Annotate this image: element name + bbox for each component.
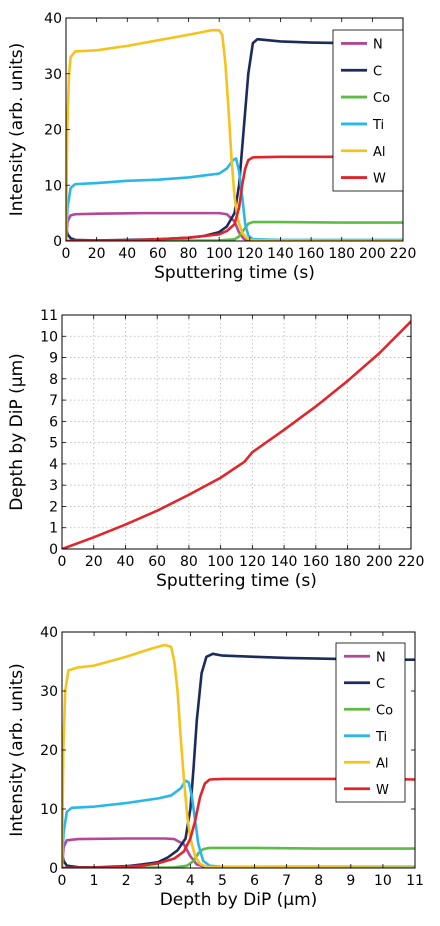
y-tick-label: 4 [49, 457, 58, 473]
y-tick-label: 1 [49, 521, 58, 537]
y-tick-label: 30 [44, 67, 62, 83]
x-tick-label: 5 [218, 873, 227, 889]
x-tick-label: 3 [154, 873, 163, 889]
y-tick-label: 20 [44, 123, 62, 139]
legend-box [332, 29, 404, 192]
plot-frame [61, 314, 412, 550]
y-tick-label: 11 [40, 308, 58, 324]
series-line-w [62, 777, 415, 868]
legend-box [335, 642, 406, 803]
x-tick-label: 120 [239, 554, 266, 570]
legend-label-ti: Ti [372, 118, 384, 133]
series-line-w [66, 155, 403, 241]
legend-label-n: N [376, 650, 386, 665]
y-tick-label: 8 [49, 372, 58, 388]
x-axis-label: Depth by DiP (µm) [160, 890, 318, 910]
x-tick-label: 160 [302, 554, 329, 570]
y-tick-label: 10 [44, 178, 62, 194]
x-tick-label: 80 [180, 554, 198, 570]
y-axis-label: Intensity (arb. units) [7, 43, 27, 216]
x-tick-label: 180 [328, 246, 355, 262]
x-tick-label: 120 [236, 246, 263, 262]
x-tick-label: 2 [122, 873, 131, 889]
y-tick-label: 5 [49, 436, 58, 452]
legend: NC Co Ti Al W [335, 642, 406, 803]
y-tick-label: 0 [53, 234, 62, 250]
series-group [62, 643, 415, 868]
y-axis-label: Depth by DiP (µm) [7, 353, 27, 511]
x-tick-label: 7 [282, 873, 291, 889]
x-tick-label: 100 [206, 246, 233, 262]
legend-label-w: W [376, 783, 389, 798]
y-tick-label: 3 [49, 478, 58, 494]
legend-label-al: Al [376, 756, 389, 771]
x-tick-label: 0 [62, 246, 71, 262]
legend-label-co: Co [376, 703, 393, 718]
y-tick-label: 0 [49, 861, 58, 877]
series-line-ti [66, 157, 403, 241]
x-tick-label: 160 [298, 246, 325, 262]
x-tick-label: 220 [390, 246, 417, 262]
x-tick-label: 140 [267, 246, 294, 262]
x-tick-label: 9 [346, 873, 355, 889]
x-tick-label: 220 [398, 554, 425, 570]
x-tick-label: 20 [85, 554, 103, 570]
legend-label-w: W [373, 172, 386, 187]
y-tick-label: 40 [44, 11, 62, 27]
x-tick-label: 200 [359, 246, 386, 262]
x-tick-label: 10 [374, 873, 392, 889]
x-tick-label: 60 [149, 246, 167, 262]
series-group [66, 28, 403, 241]
x-tick-label: 40 [117, 554, 135, 570]
y-tick-label: 2 [49, 499, 58, 515]
series-line-n [62, 837, 415, 868]
x-tick-label: 1 [90, 873, 99, 889]
y-tick-label: 10 [40, 802, 58, 818]
series-line-al [66, 28, 403, 241]
series-line-al [62, 643, 415, 868]
series-line-depth [62, 320, 411, 549]
series-line-co [62, 846, 415, 868]
x-axis-label: Sputtering time (s) [154, 263, 315, 283]
x-tick-label: 0 [58, 554, 67, 570]
x-tick-label: 6 [250, 873, 259, 889]
y-tick-label: 20 [40, 743, 58, 759]
legend: NC Co Ti Al W [332, 29, 404, 192]
legend-label-ti: Ti [375, 730, 387, 745]
x-tick-label: 4 [186, 873, 195, 889]
intensity-vs-time-chart: 0 20 40 60 80 100 120 140 160 180 200 220 0 10 20 30 40 S… [7, 11, 416, 283]
legend-label-co: Co [373, 91, 390, 106]
x-tick-label: 40 [118, 246, 136, 262]
legend-label-al: Al [373, 145, 386, 160]
x-tick-label: 200 [366, 554, 393, 570]
y-tick-label: 9 [49, 351, 58, 367]
x-tick-label: 60 [148, 554, 166, 570]
x-tick-label: 20 [88, 246, 106, 262]
x-tick-label: 180 [334, 554, 361, 570]
intensity-vs-depth-chart: 0 1 2 3 4 5 6 7 8 9 10 11 0 10 20 30 40 Depth by DiP (µm)… [7, 625, 424, 910]
legend-label-c: C [376, 677, 385, 692]
y-axis-label: Intensity (arb. units) [7, 663, 27, 836]
x-axis-label: Sputtering time (s) [156, 571, 317, 591]
y-tick-label: 30 [40, 684, 58, 700]
y-tick-label: 10 [40, 329, 58, 345]
depth-vs-time-chart: 0 20 40 60 80 100 120 140 160 180 200 220 0 1 2 3 4 5 6 7 8 9… [7, 308, 424, 591]
series-line-n [66, 211, 403, 241]
legend-label-n: N [373, 37, 383, 52]
x-tick-label: 8 [314, 873, 323, 889]
x-tick-label: 80 [180, 246, 198, 262]
y-tick-label: 40 [40, 625, 58, 641]
x-tick-label: 140 [271, 554, 298, 570]
x-tick-label: 100 [207, 554, 234, 570]
y-tick-label: 6 [49, 414, 58, 430]
y-tick-label: 0 [49, 542, 58, 558]
x-tick-label: 11 [406, 873, 424, 889]
series-group [62, 320, 411, 549]
y-tick-label: 7 [49, 393, 58, 409]
x-tick-label: 0 [58, 873, 67, 889]
legend-label-c: C [373, 64, 382, 79]
